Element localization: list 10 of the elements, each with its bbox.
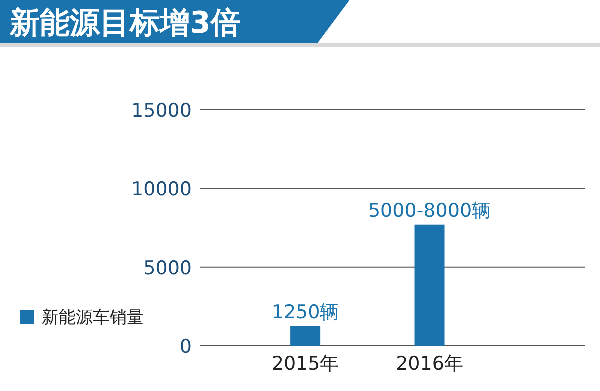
data-label: 5000-8000辆 (368, 200, 492, 222)
x-tick-label: 2015年 (272, 353, 340, 375)
y-tick-label: 15000 (132, 100, 192, 122)
chart-title: 新能源目标增3倍 (9, 6, 241, 41)
y-tick-label: 0 (180, 336, 192, 358)
data-label: 1250辆 (272, 301, 340, 324)
y-tick-label: 10000 (132, 178, 192, 201)
legend-label: 新能源车销量 (42, 308, 144, 328)
y-tick-label: 5000 (144, 257, 192, 280)
x-tick-label: 2016年 (396, 353, 464, 375)
